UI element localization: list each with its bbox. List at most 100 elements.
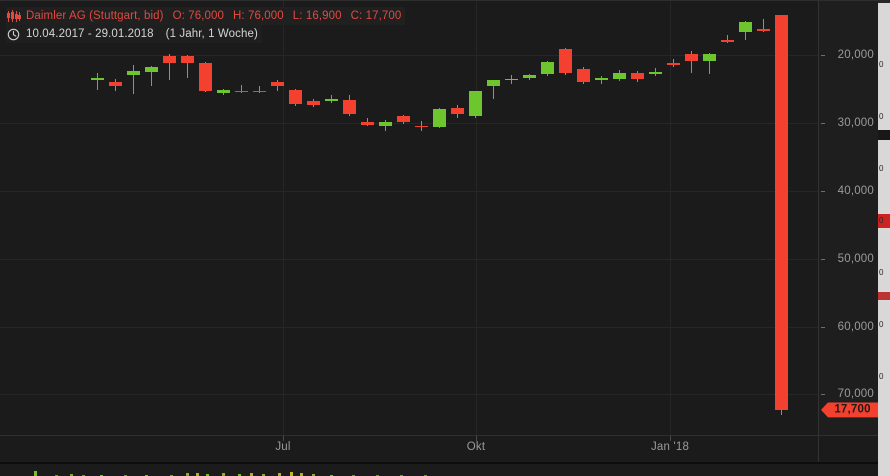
candlestick (378, 120, 392, 132)
candle-body (306, 101, 320, 106)
candle-body (396, 116, 410, 123)
candle-wick (132, 64, 134, 94)
candlestick (324, 94, 338, 104)
candlestick (576, 66, 590, 84)
price-axis[interactable]: 70,000 60,000 50,000 40,000 30,000 20,000 17,… (818, 1, 879, 435)
candle-body (108, 82, 122, 86)
axis-corner (818, 436, 878, 462)
window-top-rule (0, 0, 878, 1)
candle-body (378, 122, 392, 126)
price-tick-label: 70,000 (837, 388, 874, 401)
candle-body (756, 28, 770, 31)
price-tag-shape (821, 402, 878, 418)
candle-body (666, 63, 680, 66)
candlestick (252, 85, 266, 93)
candlestick (360, 117, 374, 127)
candlestick (306, 98, 320, 107)
candlestick (648, 68, 662, 76)
candlestick (684, 51, 698, 73)
volume-bar (222, 473, 225, 476)
volume-bar (250, 473, 253, 476)
time-tick-mark (476, 436, 477, 441)
candlestick (756, 18, 770, 32)
candle-body (738, 22, 752, 32)
price-tick-label: 60,000 (837, 320, 874, 333)
candlestick (774, 14, 788, 416)
page-right-edge[interactable]: 0 0 0 0 0 0 0 (878, 0, 890, 476)
candle-wick (150, 66, 152, 87)
candlestick (216, 89, 230, 96)
candlestick (612, 70, 626, 81)
candle-body (162, 55, 176, 64)
candle-body (144, 66, 158, 72)
candle-wick (690, 51, 692, 73)
current-price-tag: 17,700 (821, 402, 878, 418)
price-tick-label: 40,000 (837, 184, 874, 197)
candle-body (450, 108, 464, 115)
candle-body (522, 74, 536, 78)
volume-bar (238, 474, 241, 476)
candlestick (90, 72, 104, 90)
time-tick-label: Jan '18 (650, 441, 690, 453)
candle-body (486, 80, 500, 87)
time-tick-mark (283, 436, 284, 441)
candlestick (594, 75, 608, 85)
candlestick (702, 53, 716, 75)
gridline-vertical (283, 1, 284, 435)
candle-wick (186, 54, 188, 79)
volume-pane[interactable] (0, 462, 878, 476)
candle-body (360, 121, 374, 126)
price-tick-dash (821, 394, 825, 396)
edge-swatch-dark-1 (878, 130, 890, 140)
candle-wick (726, 34, 728, 44)
edge-mark: 0 (879, 268, 884, 277)
time-tick-label: Jul (275, 441, 291, 453)
candle-wick (258, 85, 260, 93)
candle-body (576, 69, 590, 82)
candlestick (396, 114, 410, 124)
candlestick (558, 47, 572, 75)
price-tick-dash (821, 123, 825, 125)
candle-body (90, 77, 104, 81)
edge-swatch-red-1 (878, 214, 890, 228)
gridline-horizontal (0, 326, 818, 328)
candlestick (342, 95, 356, 116)
candlestick (144, 66, 158, 87)
candlestick (270, 79, 284, 92)
volume-bar (34, 471, 37, 476)
candlestick (738, 21, 752, 40)
candle-body (252, 91, 266, 93)
gridline-horizontal (0, 123, 818, 125)
edge-mark: 0 (879, 164, 884, 173)
volume-bar (290, 472, 293, 476)
volume-bar (70, 474, 73, 476)
candlestick (468, 90, 482, 119)
time-tick-mark (670, 436, 671, 441)
candle-wick (672, 58, 674, 67)
candle-body (558, 49, 572, 73)
candlestick (486, 80, 500, 100)
candlestick (162, 53, 176, 80)
time-tick-label: Okt (466, 441, 486, 453)
candle-body (612, 72, 626, 79)
chart-plot-area[interactable] (0, 1, 818, 435)
edge-mark: 0 (879, 372, 884, 381)
price-tick-dash (821, 258, 825, 260)
candle-body (234, 90, 248, 92)
price-tick-label: 20,000 (837, 49, 874, 62)
gridline-horizontal (0, 190, 818, 192)
candlestick (450, 104, 464, 119)
candlestick (198, 62, 212, 92)
candle-body (432, 108, 446, 128)
edge-mark: 0 (879, 320, 884, 329)
candle-body (324, 99, 338, 101)
gridline-horizontal (0, 394, 818, 396)
edge-mark: 0 (879, 216, 884, 225)
candlestick (504, 74, 518, 85)
candle-body (720, 40, 734, 43)
time-axis[interactable]: Jul Okt Jan '18 (0, 435, 878, 462)
edge-mark: 0 (879, 112, 884, 121)
gridline-vertical (476, 1, 477, 435)
candle-body (288, 89, 302, 105)
edge-swatch-red-2 (878, 292, 890, 300)
